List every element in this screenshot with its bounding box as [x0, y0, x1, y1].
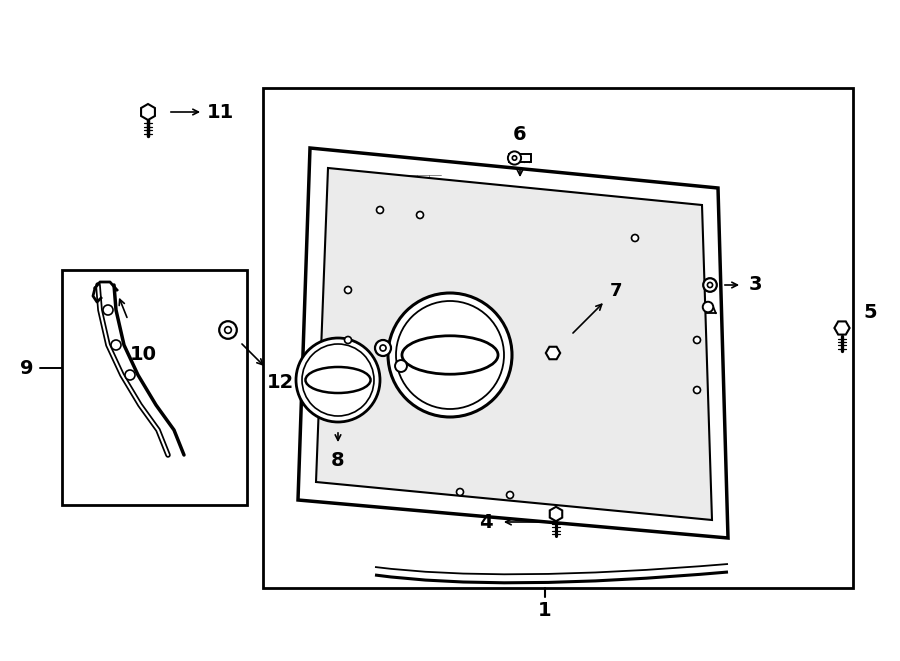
Polygon shape	[141, 104, 155, 120]
Circle shape	[417, 212, 424, 219]
Text: 4: 4	[479, 512, 493, 531]
Text: 12: 12	[266, 373, 293, 391]
Circle shape	[345, 336, 352, 344]
Text: 1: 1	[538, 600, 552, 619]
Circle shape	[707, 282, 713, 288]
Polygon shape	[834, 321, 850, 334]
Circle shape	[396, 301, 504, 409]
Circle shape	[632, 235, 638, 241]
Text: 3: 3	[748, 276, 761, 295]
Text: 5: 5	[863, 303, 877, 323]
Text: 11: 11	[206, 102, 234, 122]
Circle shape	[395, 360, 407, 372]
Circle shape	[225, 327, 231, 333]
Polygon shape	[545, 347, 560, 359]
Circle shape	[512, 156, 517, 160]
Circle shape	[388, 293, 512, 417]
Text: 6: 6	[513, 126, 526, 145]
Circle shape	[507, 492, 514, 498]
Circle shape	[376, 206, 383, 214]
Circle shape	[456, 488, 464, 496]
Bar	[509, 154, 531, 162]
Bar	[263, 88, 853, 588]
Circle shape	[103, 305, 113, 315]
Text: 2: 2	[454, 399, 468, 418]
Circle shape	[220, 321, 237, 339]
Circle shape	[111, 340, 121, 350]
Circle shape	[375, 340, 391, 356]
Circle shape	[694, 387, 700, 393]
Text: 9: 9	[20, 358, 34, 377]
Circle shape	[125, 370, 135, 380]
Circle shape	[694, 336, 700, 344]
Circle shape	[380, 345, 386, 351]
Text: 8: 8	[331, 451, 345, 469]
Circle shape	[703, 302, 713, 312]
Circle shape	[302, 344, 374, 416]
Circle shape	[345, 286, 352, 293]
Polygon shape	[316, 168, 712, 520]
Circle shape	[296, 338, 380, 422]
Circle shape	[508, 151, 521, 165]
Text: 10: 10	[130, 346, 157, 364]
Circle shape	[703, 278, 716, 292]
Text: 7: 7	[610, 282, 622, 300]
Polygon shape	[550, 507, 562, 522]
Bar	[62, 270, 247, 505]
Polygon shape	[298, 148, 728, 538]
